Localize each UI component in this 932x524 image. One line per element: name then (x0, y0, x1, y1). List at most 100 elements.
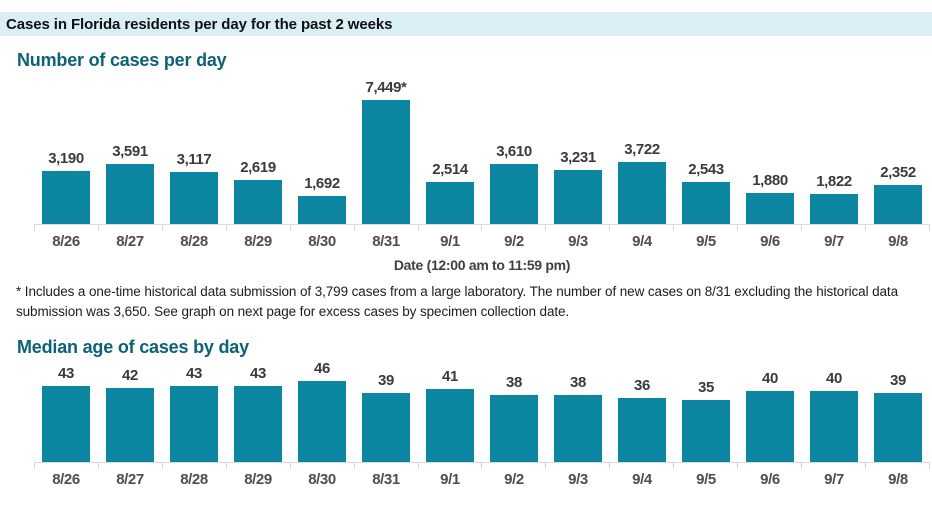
bar-column: 3,722 (610, 141, 674, 224)
x-axis-category-label: 9/4 (632, 470, 652, 488)
axis-tick (289, 462, 354, 469)
axis-tick (161, 462, 226, 469)
bar-column: 3,610 (482, 143, 546, 224)
x-axis-category-label: 9/2 (504, 470, 524, 488)
bar-column: 7,449* (354, 79, 418, 224)
axis-tick (97, 462, 162, 469)
bar-value-label: 3,722 (624, 141, 660, 158)
chart-title-median-age: Median age of cases by day (17, 336, 249, 357)
bar (362, 100, 410, 224)
x-axis-category-label: 8/28 (180, 470, 208, 488)
x-axis-category-label: 9/7 (824, 233, 844, 250)
bar-column: 36 (610, 377, 674, 462)
bar-column: 2,514 (418, 161, 482, 224)
x-axis-category-label: 8/31 (372, 470, 400, 488)
bar-column: 39 (866, 372, 930, 462)
bar-value-label: 2,352 (880, 163, 916, 181)
bar-column: 41 (418, 368, 482, 462)
bar (874, 392, 922, 462)
bar-column: 43 (34, 365, 98, 462)
axis-tick (609, 462, 673, 469)
axis-tick (225, 225, 290, 231)
bar (554, 170, 602, 224)
axis-tick (34, 462, 98, 469)
bar (298, 380, 346, 462)
axis-tick (545, 462, 609, 469)
x-axis-category-label: 9/8 (888, 233, 908, 250)
x-axis-category-label: 9/1 (440, 233, 460, 250)
x-axis-category-label: 8/30 (308, 470, 336, 488)
bar-column: 2,543 (674, 161, 738, 224)
bar (490, 163, 538, 224)
bar (618, 398, 666, 462)
bar (170, 385, 218, 462)
x-axis-category-label: 8/29 (244, 470, 272, 488)
axis-tick (609, 225, 673, 231)
axis-tick (737, 225, 801, 231)
bar-value-label: 3,190 (48, 149, 84, 167)
report-title: Cases in Florida residents per day for t… (6, 15, 393, 33)
axis-tick (34, 225, 98, 231)
bar-value-label: 42 (122, 366, 138, 384)
bar-column: 40 (738, 370, 802, 462)
bar-value-label: 41 (442, 368, 458, 386)
cases-plot-area: 3,190 3,591 3,117 2,619 1,692 7,449* 2,514 3,61… (34, 79, 930, 252)
x-axis-category-label: 8/29 (244, 233, 272, 250)
bar (426, 389, 474, 462)
bar-value-label: 1,692 (304, 174, 340, 192)
bar (234, 385, 282, 462)
bar (874, 184, 922, 224)
x-axis-category-label: 9/3 (568, 233, 588, 250)
bars-row: 3,190 3,591 3,117 2,619 1,692 7,449* 2,514 3,61… (34, 79, 930, 224)
bar-column: 1,822 (802, 173, 866, 224)
bar-value-label: 38 (506, 373, 522, 391)
bar (42, 170, 90, 224)
ticks-row (34, 461, 930, 469)
bar-value-label: 2,619 (240, 159, 276, 177)
median-age-chart: Median age of cases by day 43 42 43 43 46 39 4… (0, 337, 932, 490)
bar-value-label: 39 (378, 371, 394, 389)
axis-tick (225, 462, 290, 469)
bar-value-label: 40 (762, 370, 778, 388)
axis-tick (481, 225, 545, 231)
bar (362, 392, 410, 462)
axis-tick (417, 462, 482, 469)
axis-tick (97, 225, 162, 231)
bar-column: 2,619 (226, 159, 290, 224)
bar (234, 180, 282, 224)
ticks-row (34, 224, 930, 231)
report-header-bar: Cases in Florida residents per day for t… (0, 12, 932, 36)
x-axis-category-label: 8/27 (116, 470, 144, 488)
x-axis-category-label: 9/1 (440, 470, 460, 488)
bar (682, 181, 730, 224)
bar-value-label: 2,543 (688, 160, 724, 178)
bar-column: 43 (162, 365, 226, 462)
bar (170, 172, 218, 224)
bars-row: 43 42 43 43 46 39 41 38 38 36 35 40 40 39 (34, 360, 930, 462)
x-axis-title: Date (12:00 am to 11:59 pm) (393, 257, 571, 273)
bar (106, 164, 154, 224)
axis-tick (673, 225, 737, 231)
bar (618, 162, 666, 224)
axis-tick (353, 225, 418, 231)
footnote-text: * Includes a one-time historical data su… (16, 284, 898, 320)
x-axis-category-label: 9/5 (696, 233, 716, 250)
bar-column: 3,117 (162, 151, 226, 224)
axis-tick (481, 462, 545, 469)
x-axis-category-label: 8/28 (180, 233, 208, 250)
bar-column: 1,692 (290, 175, 354, 224)
x-axis-category-label: 9/7 (824, 470, 844, 488)
bar-value-label: 1,880 (752, 171, 788, 189)
bar-value-label: 3,610 (496, 142, 532, 160)
x-axis-category-label: 9/6 (760, 470, 780, 488)
bar (42, 385, 90, 462)
x-axis-category-label: 9/5 (696, 470, 716, 488)
x-axis-category-label: 9/3 (568, 470, 588, 488)
bar-value-label: 3,117 (176, 151, 212, 169)
bar-column: 43 (226, 365, 290, 462)
cases-per-day-chart: Number of cases per day 3,190 3,591 3,117 2… (0, 50, 932, 273)
bar-value-label: 39 (890, 371, 906, 389)
axis-tick (801, 225, 865, 231)
bar-value-label: 43 (58, 364, 74, 382)
bar (554, 394, 602, 462)
